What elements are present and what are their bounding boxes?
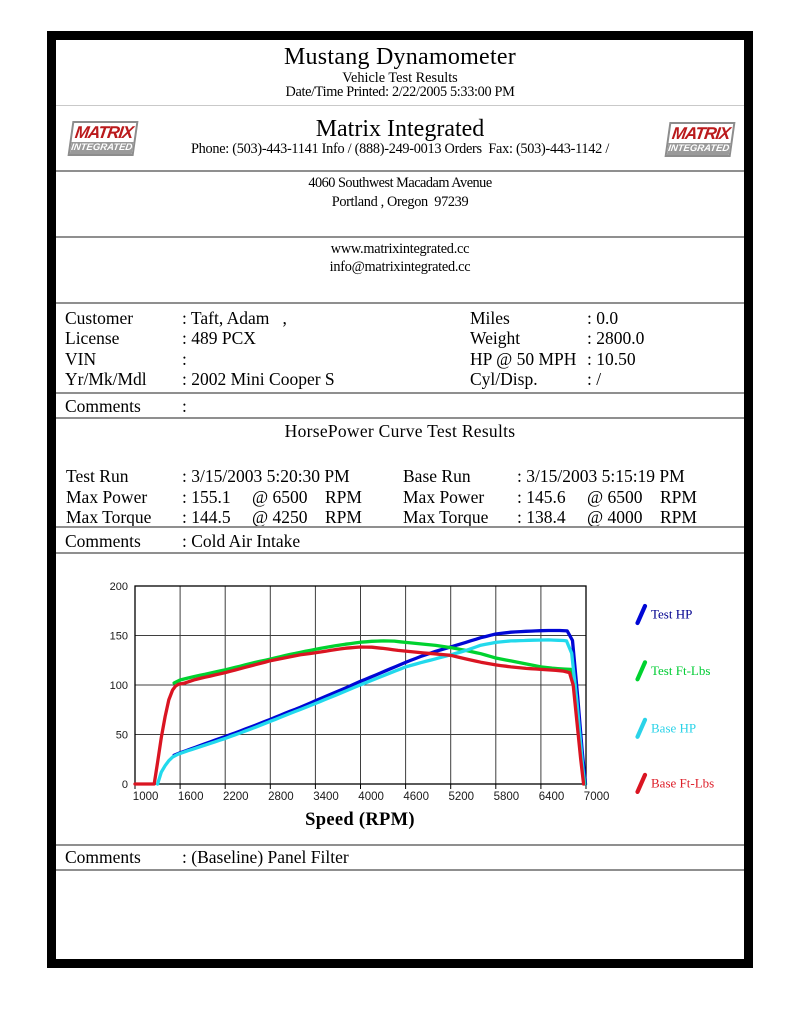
svg-text:7000: 7000: [584, 791, 610, 803]
svg-text:0: 0: [122, 779, 128, 791]
svg-text:4000: 4000: [358, 791, 384, 803]
svg-text:1600: 1600: [178, 791, 204, 803]
svg-text:Base Ft-Lbs: Base Ft-Lbs: [651, 776, 714, 791]
svg-text:50: 50: [116, 729, 128, 741]
svg-text:1000: 1000: [133, 791, 159, 803]
svg-text:150: 150: [110, 630, 128, 642]
svg-text:3400: 3400: [313, 791, 339, 803]
svg-text:4600: 4600: [403, 791, 429, 803]
svg-text:Speed (RPM): Speed (RPM): [305, 810, 415, 830]
svg-text:100: 100: [110, 680, 128, 692]
svg-text:Test Ft-Lbs: Test Ft-Lbs: [651, 663, 710, 678]
svg-text:5200: 5200: [449, 791, 475, 803]
svg-text:2200: 2200: [223, 791, 249, 803]
svg-text:5800: 5800: [494, 791, 520, 803]
svg-text:2800: 2800: [268, 791, 294, 803]
svg-text:6400: 6400: [539, 791, 565, 803]
svg-text:200: 200: [110, 581, 128, 593]
svg-text:Test HP: Test HP: [651, 607, 692, 622]
svg-text:Base HP: Base HP: [651, 721, 696, 736]
